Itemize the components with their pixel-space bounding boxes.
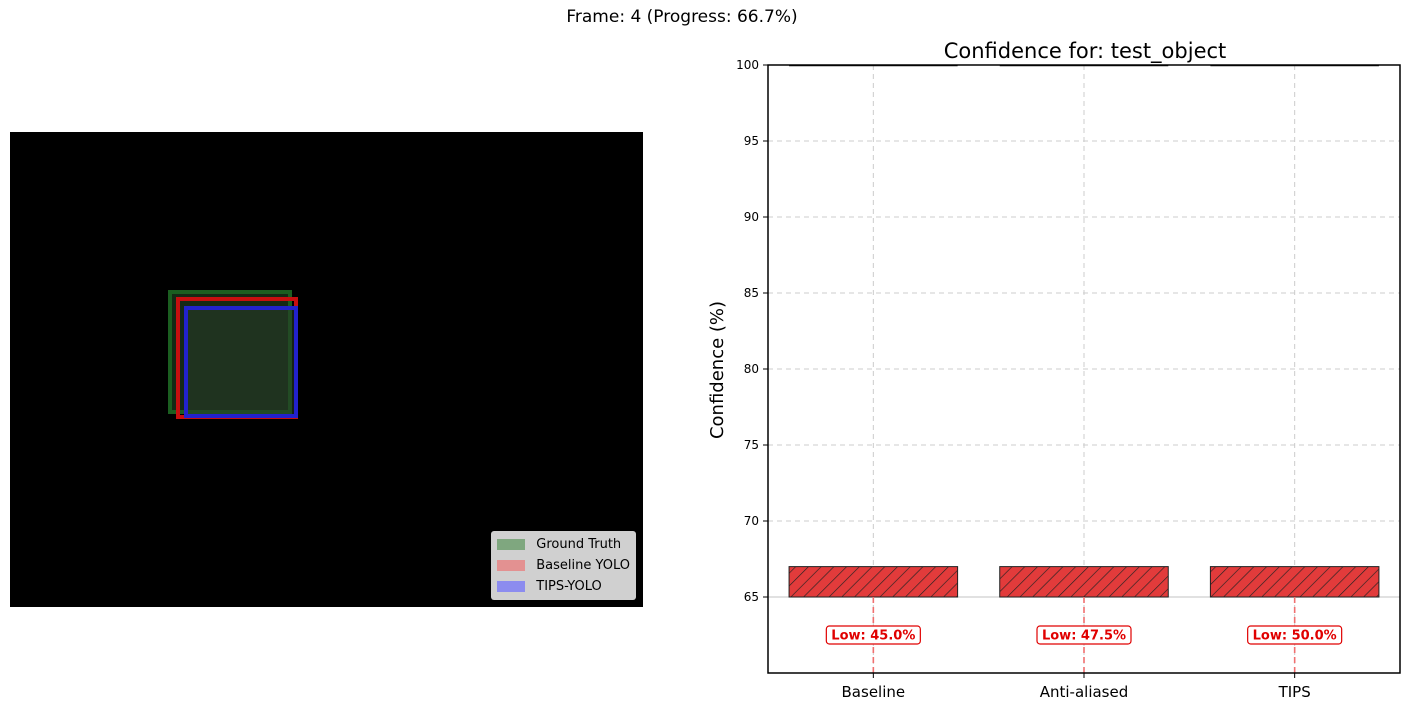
legend-entry-baseline-yolo: Baseline YOLO [497, 555, 630, 576]
legend-label: Baseline YOLO [536, 558, 630, 573]
bar-hatch [999, 566, 1169, 597]
tick-labels: 65 70 75 80 85 90 95 100 Baseline Anti-aliased TIP… [736, 58, 1311, 701]
y-tick-label: 95 [744, 134, 759, 148]
bar-hatch [789, 566, 958, 597]
legend-label: TIPS-YOLO [536, 579, 602, 594]
low-label-box [1247, 625, 1343, 645]
y-tick-label: 100 [736, 58, 759, 72]
low-label: Low: 47.5% [1042, 629, 1126, 644]
low-label: Low: 45.0% [831, 629, 915, 644]
figure-title: Frame: 4 (Progress: 66.7%) [566, 7, 798, 27]
x-tick-label: Anti-aliased [1040, 683, 1129, 701]
low-label-box [1036, 625, 1132, 645]
bar-hatch [1210, 566, 1379, 597]
legend-swatch-ground-truth [497, 539, 526, 550]
low-label: Low: 50.0% [1253, 629, 1337, 644]
y-tick-label: 65 [744, 590, 759, 604]
y-axis-label: Confidence (%) [707, 301, 728, 439]
legend-entry-ground-truth: Ground Truth [497, 534, 630, 555]
legend-entry-tips-yolo: TIPS-YOLO [497, 576, 630, 597]
y-tick-label: 80 [744, 362, 759, 376]
y-tick-label: 75 [744, 438, 759, 452]
detection-legend: Ground Truth Baseline YOLO TIPS-YOLO [491, 531, 636, 600]
y-tick-label: 90 [744, 210, 759, 224]
y-tick-label: 70 [744, 514, 759, 528]
legend-label: Ground Truth [536, 537, 622, 552]
low-label-box [825, 625, 921, 645]
y-tick-label: 85 [744, 286, 759, 300]
tips-yolo-box [184, 306, 298, 418]
legend-swatch-baseline-yolo [497, 560, 526, 571]
chart-title: Confidence for: test_object [944, 39, 1227, 64]
legend-swatch-tips-yolo [497, 581, 526, 592]
detection-frame: Ground Truth Baseline YOLO TIPS-YOLO [10, 132, 643, 607]
x-tick-label: Baseline [842, 683, 906, 701]
x-tick-label: TIPS [1278, 683, 1311, 701]
bars: Low: 45.0% Low: 47.5% Low: 50.0% [788, 64, 1380, 673]
